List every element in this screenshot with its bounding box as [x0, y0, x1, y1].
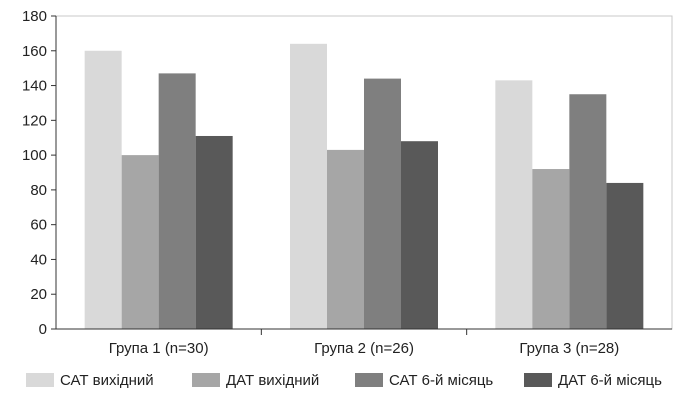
legend-item: ДАТ 6-й місяць: [524, 372, 662, 389]
y-tick-label: 180: [22, 8, 47, 25]
y-tick-label: 100: [22, 147, 47, 164]
y-tick-label: 60: [30, 217, 47, 234]
bar: [84, 50, 122, 330]
bar: [121, 155, 159, 329]
x-axis: Група 1 (n=30) Група 2 (n=26) Група 3 (n=2…: [56, 328, 672, 357]
legend-item: САТ 6-й місяць: [355, 372, 493, 389]
bar: [606, 182, 644, 329]
y-tick-label: 0: [39, 321, 47, 338]
bar: [532, 169, 570, 329]
y-tick-label: 160: [22, 43, 47, 60]
y-tick-label: 140: [22, 78, 47, 95]
bar: [495, 80, 533, 329]
bar: [158, 73, 196, 329]
legend-swatch: [355, 373, 383, 387]
bar: [364, 78, 401, 329]
y-axis: 0 20 40 60 80 100 120 140 160 180: [22, 8, 57, 338]
x-category-label: Група 1 (n=30): [109, 340, 209, 357]
y-tick-label: 40: [30, 251, 47, 268]
legend: САТ вихідний ДАТ вихідний САТ 6-й місяць ДА…: [26, 372, 662, 389]
legend-item: ДАТ вихідний: [192, 372, 319, 389]
bar: [290, 43, 327, 329]
legend-label: САТ вихідний: [60, 372, 154, 389]
bar: [569, 94, 607, 329]
bar: [401, 141, 438, 329]
legend-label: ДАТ вихідний: [226, 372, 319, 389]
y-tick-label: 20: [30, 286, 47, 303]
legend-item: САТ вихідний: [26, 372, 154, 389]
y-tick-label: 120: [22, 112, 47, 129]
x-category-label: Група 3 (n=28): [519, 340, 619, 357]
bar: [327, 149, 364, 329]
legend-swatch: [192, 373, 220, 387]
legend-label: САТ 6-й місяць: [389, 372, 493, 389]
bars: [84, 43, 644, 330]
bar: [195, 135, 233, 329]
x-category-label: Група 2 (n=26): [314, 340, 414, 357]
legend-swatch: [26, 373, 54, 387]
legend-swatch: [524, 373, 552, 387]
legend-label: ДАТ 6-й місяць: [558, 372, 662, 389]
y-tick-label: 80: [30, 182, 47, 199]
